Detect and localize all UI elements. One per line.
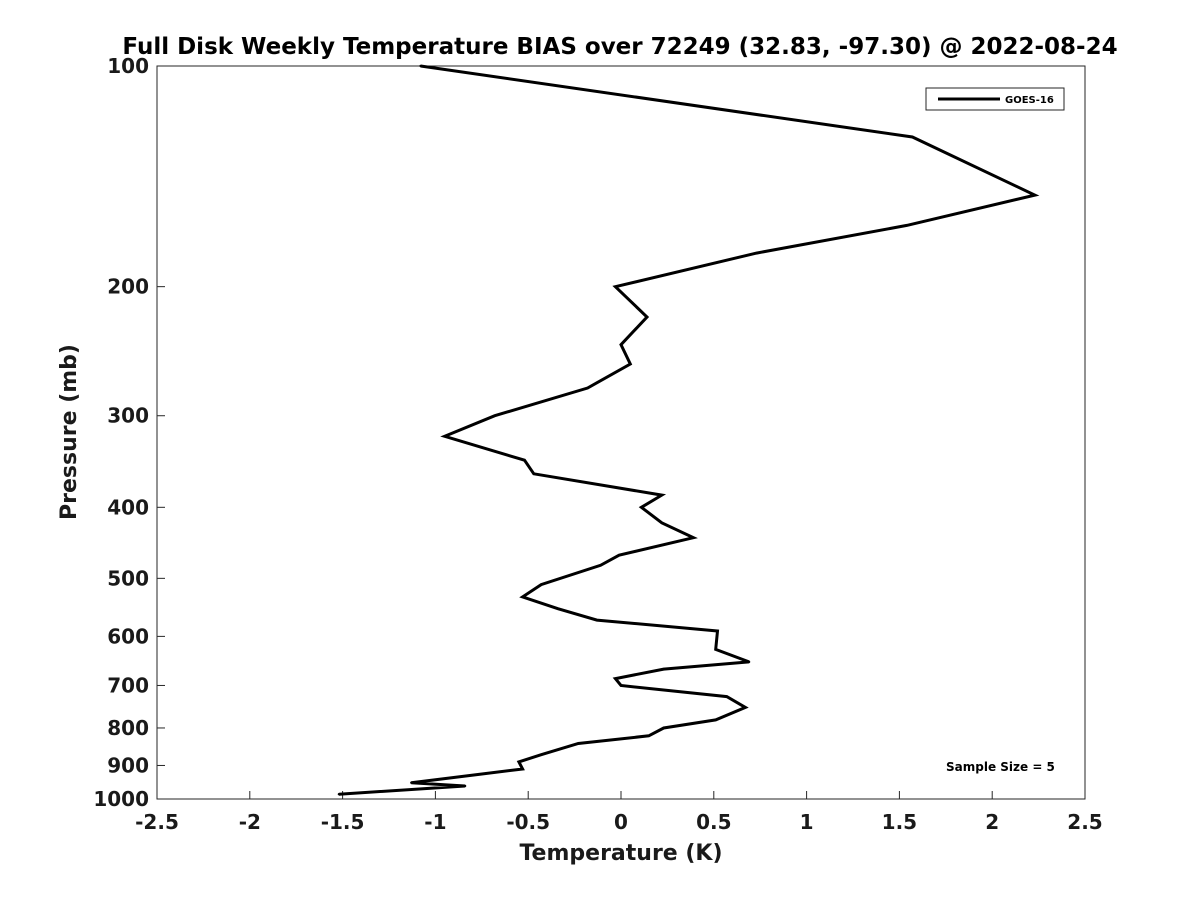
data-point bbox=[463, 784, 467, 788]
x-tick-label: -0.5 bbox=[506, 810, 550, 834]
x-tick-label: 2 bbox=[985, 810, 999, 834]
y-tick-label: 700 bbox=[107, 673, 149, 697]
data-point bbox=[493, 414, 496, 417]
legend-label-goes-16: GOES-16 bbox=[1005, 95, 1054, 106]
data-point bbox=[595, 618, 599, 622]
data-point bbox=[614, 285, 617, 288]
data-point bbox=[614, 677, 617, 680]
legend: GOES-16 bbox=[925, 87, 1065, 111]
series-line-goes-16 bbox=[338, 64, 1040, 796]
data-point bbox=[647, 734, 650, 737]
data-point bbox=[660, 493, 663, 497]
data-point bbox=[662, 667, 665, 671]
y-tick-label: 900 bbox=[107, 753, 149, 777]
data-point bbox=[521, 595, 524, 599]
chart-title: Full Disk Weekly Temperature BIAS over 7… bbox=[122, 34, 1117, 60]
x-tick-label: 1 bbox=[800, 810, 814, 834]
y-tick-label: 1000 bbox=[93, 787, 149, 811]
data-point bbox=[905, 224, 908, 227]
data-point bbox=[410, 781, 413, 784]
data-point bbox=[911, 135, 914, 139]
x-axis-label: Temperature (K) bbox=[519, 841, 722, 866]
x-axis: -2.5 -2 -1.5 -1 -0.5 0 0.5 1 1.5 2 2.5 bbox=[135, 791, 1103, 834]
data-point bbox=[419, 64, 422, 68]
data-point bbox=[716, 629, 719, 633]
data-point bbox=[532, 472, 535, 475]
x-tick-label: 1.5 bbox=[882, 810, 917, 834]
data-point bbox=[619, 343, 623, 346]
data-point bbox=[629, 362, 632, 366]
data-point bbox=[517, 760, 521, 764]
data-point bbox=[521, 767, 524, 771]
data-point bbox=[617, 554, 621, 557]
sample-size-annotation: Sample Size = 5 bbox=[946, 760, 1055, 774]
y-tick-label: 500 bbox=[107, 566, 149, 590]
data-point bbox=[577, 742, 580, 745]
plot-area-frame bbox=[156, 65, 1086, 800]
x-tick-label: 0.5 bbox=[696, 810, 731, 834]
data-point bbox=[599, 564, 602, 567]
y-axis: 100 200 300 400 500 600 700 800 900 1000 bbox=[93, 54, 165, 811]
x-tick-label: -2.5 bbox=[135, 810, 179, 834]
x-tick-label: -2 bbox=[239, 810, 261, 834]
y-tick-label: 600 bbox=[107, 624, 149, 648]
data-point bbox=[478, 773, 482, 776]
data-point bbox=[523, 459, 526, 462]
data-point bbox=[540, 753, 543, 756]
data-point bbox=[744, 706, 747, 709]
data-point bbox=[645, 315, 649, 319]
data-point bbox=[443, 435, 446, 438]
data-point bbox=[755, 251, 758, 255]
data-point bbox=[660, 521, 663, 524]
y-tick-label: 100 bbox=[107, 54, 149, 78]
x-tick-label: -1.5 bbox=[321, 810, 365, 834]
data-point bbox=[714, 718, 717, 722]
y-tick-label: 800 bbox=[107, 716, 149, 740]
data-point bbox=[692, 536, 695, 539]
data-point bbox=[747, 660, 751, 664]
x-tick-label: 0 bbox=[614, 810, 628, 834]
data-point bbox=[337, 793, 341, 796]
y-tick-label: 200 bbox=[107, 275, 149, 299]
data-point bbox=[619, 684, 623, 687]
x-tick-label: -1 bbox=[424, 810, 446, 834]
data-point bbox=[662, 726, 665, 730]
y-tick-label: 300 bbox=[107, 404, 149, 428]
data-point bbox=[586, 386, 589, 390]
y-axis-label: Pressure (mb) bbox=[57, 344, 82, 520]
x-tick-label: 2.5 bbox=[1067, 810, 1102, 834]
data-point bbox=[1033, 193, 1037, 197]
data-point bbox=[540, 583, 543, 586]
data-point bbox=[725, 695, 728, 698]
data-point bbox=[640, 506, 643, 509]
data-point bbox=[714, 648, 717, 651]
series-group bbox=[337, 64, 1040, 796]
y-tick-label: 400 bbox=[107, 495, 149, 519]
data-point bbox=[556, 607, 560, 610]
